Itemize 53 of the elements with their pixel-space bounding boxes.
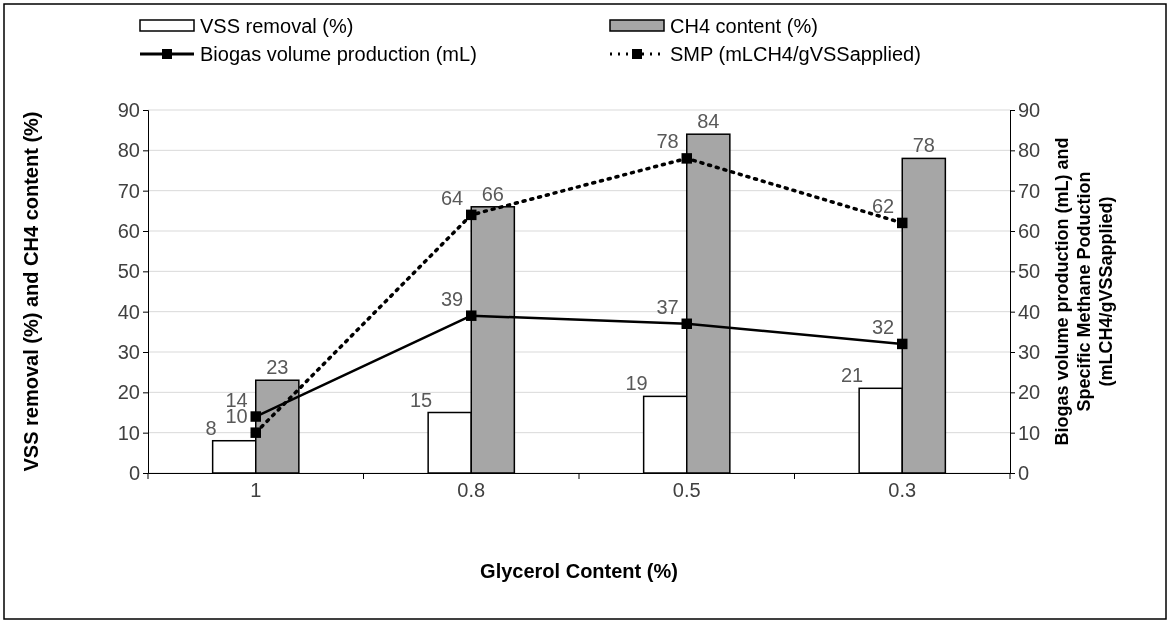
point <box>681 153 692 164</box>
x-tick-label: 0.8 <box>457 479 486 502</box>
legend-label: SMP (mLCH4/gVSSapplied) <box>670 43 921 65</box>
y2-axis-title: Biogas volume production (mL) and Specific Methane Poduction (mLCH4/gVSSapplied) <box>1052 137 1116 446</box>
y2-tick-label: 30 <box>1018 340 1041 363</box>
point <box>466 209 477 221</box>
y-tick-label: 10 <box>117 421 140 444</box>
point <box>681 318 692 330</box>
y-tick-label: 80 <box>117 139 140 162</box>
y2-tick-label: 70 <box>1018 179 1041 202</box>
x-axis-title: Glycerol Content (%) <box>480 560 678 582</box>
y2-tick-label: 50 <box>1018 260 1041 283</box>
y2-tick-label: 20 <box>1018 381 1041 404</box>
data-label: 39 <box>441 287 464 310</box>
point <box>466 310 477 321</box>
legend-label: CH4 content (%) <box>670 15 818 37</box>
data-label: 37 <box>656 295 679 318</box>
y-tick-label: 50 <box>117 260 140 283</box>
legend-label: VSS removal (%) <box>200 15 354 37</box>
y-tick-label: 0 <box>128 461 140 484</box>
point <box>897 338 908 350</box>
data-label: 32 <box>872 315 895 338</box>
y-axis-title: VSS removal (%) and CH4 content (%) <box>20 111 42 472</box>
y2-tick-label: 10 <box>1018 421 1041 444</box>
data-label: 84 <box>697 110 720 133</box>
data-label: 23 <box>266 356 289 379</box>
x-tick-label: 0.5 <box>672 479 701 502</box>
y-tick-label: 30 <box>117 340 140 363</box>
y2-tick-label: 40 <box>1018 300 1041 323</box>
data-label: 78 <box>912 134 935 157</box>
point <box>897 217 908 229</box>
y2-tick-label: 80 <box>1018 139 1041 162</box>
y2-tick-label: 0 <box>1018 461 1030 484</box>
data-label: 19 <box>625 372 648 395</box>
y-tick-label: 70 <box>117 179 140 202</box>
data-label: 62 <box>872 194 895 217</box>
point <box>250 427 261 438</box>
x-tick-label: 0.3 <box>888 479 917 502</box>
point <box>250 411 261 422</box>
y2-tick-label: 60 <box>1018 219 1041 242</box>
data-label: 78 <box>656 130 679 153</box>
data-label: 66 <box>481 182 504 205</box>
legend-label: Biogas volume production (mL) <box>200 43 477 65</box>
y-tick-label: 20 <box>117 381 140 404</box>
y-tick-label: 90 <box>117 98 140 121</box>
data-label: 8 <box>205 416 217 439</box>
y-tick-label: 40 <box>117 300 140 323</box>
y-tick-label: 60 <box>117 219 140 242</box>
data-label: 15 <box>409 388 433 411</box>
y2-tick-label: 90 <box>1018 98 1041 121</box>
x-tick-label: 1 <box>250 479 262 502</box>
data-label: 21 <box>840 364 864 387</box>
data-label: 64 <box>441 186 464 209</box>
